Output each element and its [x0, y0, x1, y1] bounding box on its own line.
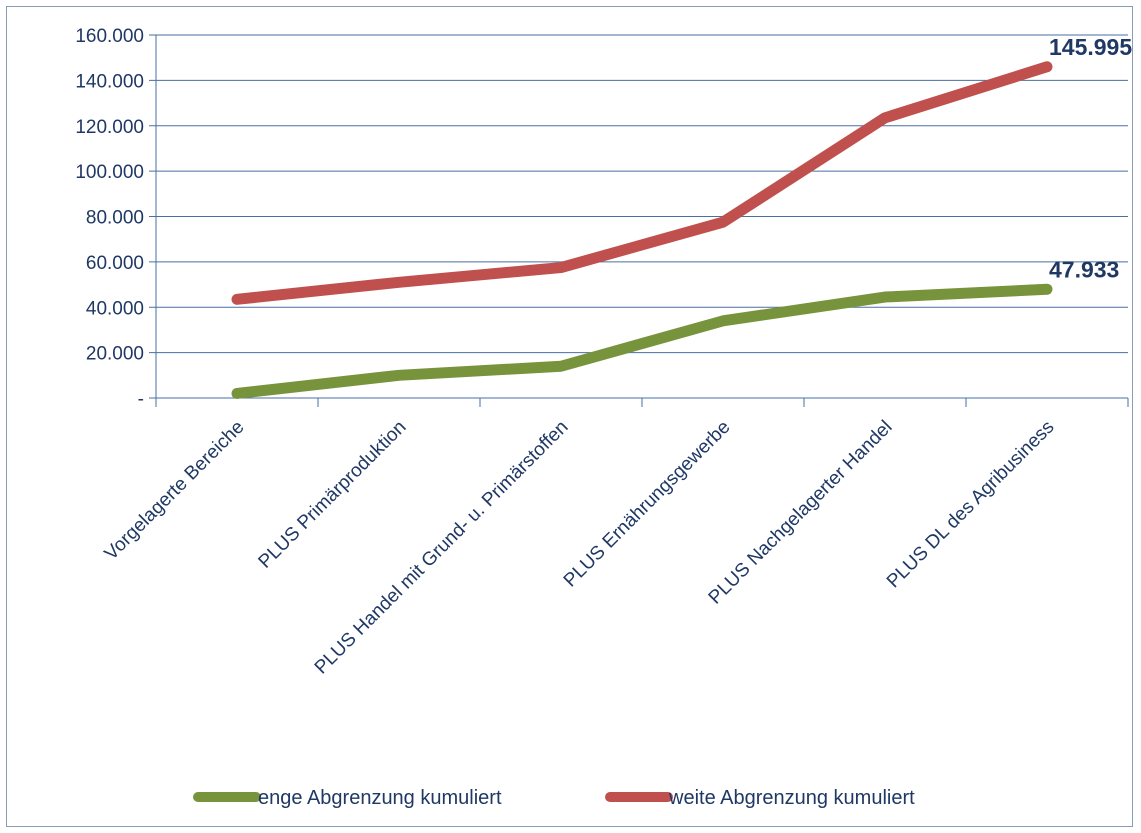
series-line-2 — [231, 61, 1053, 305]
y-tick-label: 20.000 — [86, 344, 144, 365]
y-tick-label: - — [138, 389, 144, 410]
series-line-1 — [231, 283, 1053, 399]
y-tick-label: 100.000 — [75, 162, 144, 183]
y-tick-label: 60.000 — [86, 253, 144, 274]
legend-label-1: enge Abgrenzung kumuliert — [258, 787, 502, 809]
y-tick-label: 80.000 — [86, 208, 144, 229]
x-category-label: PLUS Ernährungsgewerbe — [560, 417, 735, 592]
x-category-label: PLUS Handel mit Grund- u. Primärstoffen — [311, 417, 573, 679]
data-label-2: 145.995 — [1049, 34, 1132, 60]
y-tick-label: 140.000 — [75, 71, 144, 92]
y-tick-label: 160.000 — [75, 26, 144, 47]
legend-label-2: weite Abgrenzung kumuliert — [668, 787, 915, 809]
data-label-1: 47.933 — [1049, 256, 1119, 282]
x-category-label: Vorgelagerte Bereiche — [101, 417, 249, 565]
y-tick-label: 40.000 — [86, 298, 144, 319]
chart-frame — [6, 6, 1133, 827]
y-tick-label: 120.000 — [75, 117, 144, 138]
x-category-label: PLUS Primärproduktion — [255, 417, 411, 573]
x-category-label: PLUS DL des Agribusiness — [883, 417, 1059, 593]
x-category-label: PLUS Nachgelagerter Handel — [705, 417, 897, 609]
